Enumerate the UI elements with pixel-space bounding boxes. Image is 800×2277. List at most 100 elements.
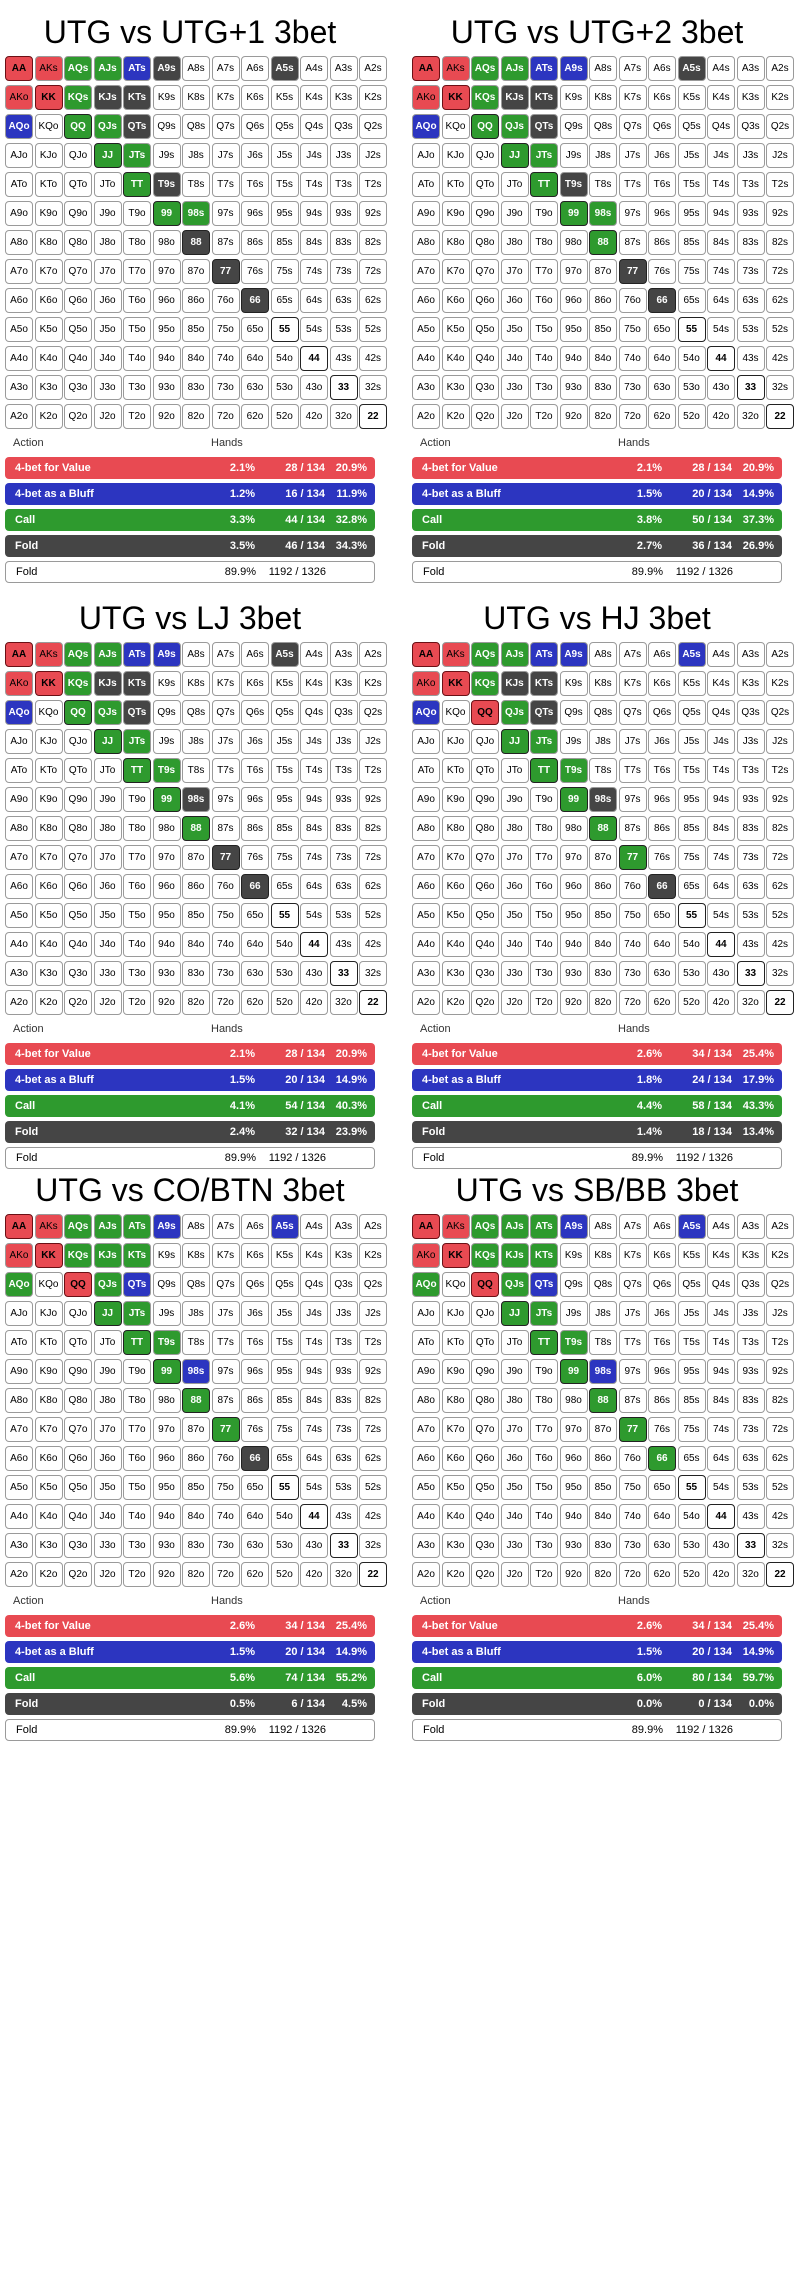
hand-cell: 92o [152,1562,181,1587]
action-row-bluff: 4-bet as a Bluff 1.5% 20 / 134 14.9% [412,1641,782,1663]
hand-cell: A9o [5,201,33,226]
hand-cell: Q3s [329,700,358,725]
hand-cell: 87s [618,1388,647,1413]
hand-cell: Q7s [211,700,240,725]
hand-cell: 94s [707,201,735,226]
hand-cell: 75o [618,1475,647,1500]
hand-cell: J5s [270,1301,299,1326]
summary-label: Fold [16,1724,38,1736]
hand-cell: 63o [241,961,269,986]
hand-cell: Q8o [471,230,499,255]
hand-cell: A7s [618,1214,647,1239]
hand-cell: 52s [766,903,794,928]
hand-cell: 76s [241,1417,269,1442]
hand-cell: 84o [589,346,617,371]
hand-cell: T3s [736,758,765,783]
hand-cell: 92s [359,1359,387,1384]
hand-cell: K4s [707,671,735,696]
hand-cell: K8s [589,85,617,110]
action-share: 14.9% [335,1074,367,1086]
hand-cell: 62s [766,1446,794,1471]
summary-combos: 1192 / 1326 [268,1152,326,1164]
hand-cell: 87s [211,816,240,841]
action-row-value: 4-bet for Value 2.6% 34 / 134 25.4% [5,1615,375,1637]
hand-cell: J9o [93,201,122,226]
hand-cell: QJs [500,1272,529,1297]
hand-cell: J4o [500,346,529,371]
hand-cell: J8s [589,729,617,754]
action-share: 11.9% [336,488,367,500]
range-panel: UTG vs HJ 3bet AA AKs AQs AJs ATs A9s A8s A7s A6… [412,594,794,1169]
action-share: 23.9% [335,1126,367,1138]
hand-cell: T2o [123,1562,151,1587]
hand-cell: J7o [93,259,122,284]
hand-cell: J7o [93,845,122,870]
hand-cell: 64o [241,932,269,957]
hand-cell: 63o [648,1533,676,1558]
action-header: Action [13,1023,44,1035]
hand-cell: Q4s [300,114,328,139]
hand-cell: Q2s [766,700,794,725]
panel-title: UTG vs LJ 3bet [78,600,302,636]
action-label: Call [15,1672,36,1684]
hand-cell: 82o [589,404,617,429]
hand-cell: A3o [5,375,33,400]
action-combos: 80 / 134 [692,1672,732,1684]
hand-cell: T9s [559,758,588,783]
action-percent: 2.1% [229,1048,255,1060]
hand-cell: 75o [618,317,647,342]
hand-cell: T5o [530,317,558,342]
action-list: 4-bet for Value 2.6% 34 / 134 25.4% 4-bet as… [412,1043,782,1169]
hand-cell: 73s [329,259,358,284]
hand-cell: J2s [766,1301,794,1326]
hand-cell: Q4s [707,1272,735,1297]
hand-cell: 77 [211,259,240,284]
action-row-bluff: 4-bet as a Bluff 1.2% 16 / 134 11.9% [5,483,375,505]
hand-cell: Q4s [707,114,735,139]
hand-cell: K7s [618,671,647,696]
hand-cell: A6o [5,874,33,899]
hand-cell: 75o [211,903,240,928]
hand-cell: 65s [270,288,299,313]
hand-cell: KJs [500,1243,529,1268]
hand-cell: 65s [677,1446,706,1471]
hand-cell: J4o [93,932,122,957]
hand-cell: 22 [766,404,794,429]
hand-cell: A7s [618,56,647,81]
hand-cell: JTs [123,729,151,754]
action-share: 25.4% [742,1620,774,1632]
hand-cell: T5s [677,1330,706,1355]
hand-cell: 63s [329,288,358,313]
hand-cell: 86s [648,1388,676,1413]
action-percent: 2.7% [636,540,662,552]
hand-cell: 94o [152,1504,181,1529]
hand-cell: 63s [329,1446,358,1471]
summary-percent: 89.9% [224,1152,256,1164]
hand-cell: AQs [471,56,499,81]
hand-cell: K9o [441,201,470,226]
action-combos: 20 / 134 [692,1646,732,1658]
hand-cell: Q5o [471,317,499,342]
hand-cell: J9s [152,729,181,754]
hand-cell: 76s [648,1417,676,1442]
hand-cell: 84s [300,1388,328,1413]
hand-cell: 52s [359,1475,387,1500]
hand-cell: T2s [359,1330,387,1355]
hand-cell: J9s [559,729,588,754]
hand-cell: 75o [618,903,647,928]
hand-cell: KTo [34,1330,63,1355]
hand-cell: 65o [648,903,676,928]
action-combos: 44 / 134 [285,514,325,526]
hand-cell: A4s [300,1214,328,1239]
hand-cell: T2o [530,990,558,1015]
hand-cell: 94s [707,787,735,812]
hand-cell: 97s [211,1359,240,1384]
summary-combos: 1192 / 1326 [675,1152,733,1164]
hand-cell: J8o [93,1388,122,1413]
hand-cell: 44 [300,1504,328,1529]
hand-cell: 93o [152,375,181,400]
hand-cell: J6o [93,874,122,899]
hand-cell: K8s [182,85,210,110]
action-percent: 2.6% [636,1048,662,1060]
hand-cell: A2o [5,404,33,429]
